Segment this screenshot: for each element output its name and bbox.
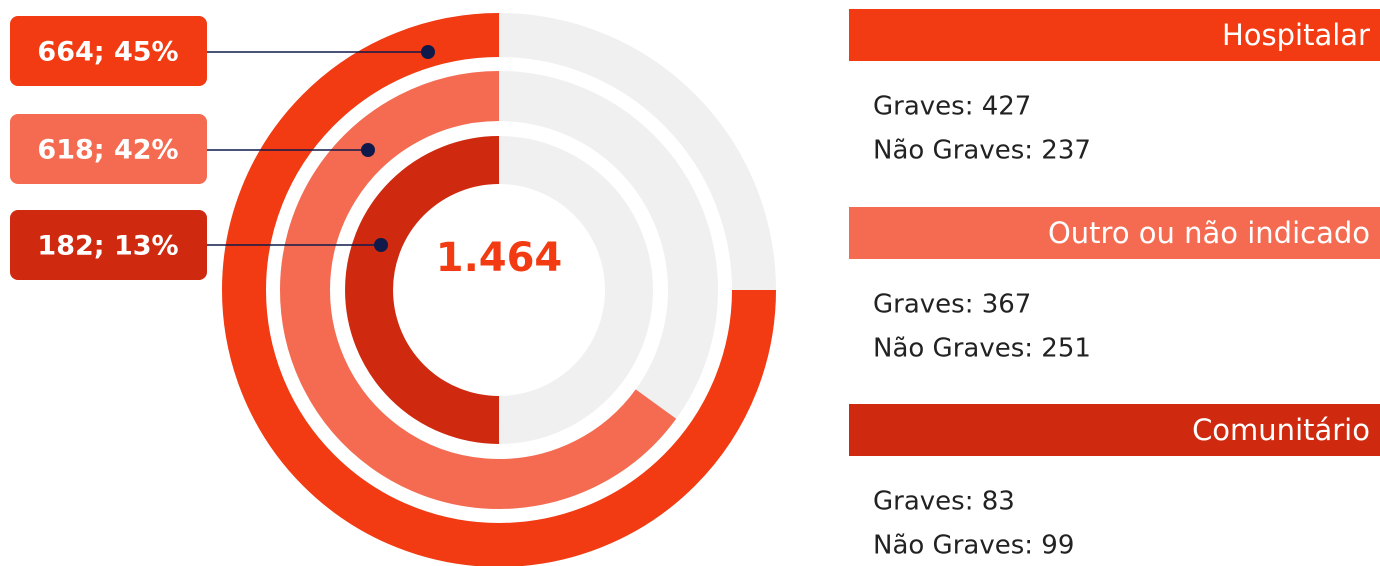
value-box — [10, 210, 207, 280]
legend-bar — [849, 9, 1380, 61]
legend-bar — [849, 404, 1380, 456]
value-box — [10, 16, 207, 86]
rings — [222, 13, 776, 566]
legend-bar — [849, 207, 1380, 259]
value-label: 182; 13% — [37, 231, 178, 262]
connector-dot — [361, 143, 375, 157]
ring-arc — [280, 71, 677, 509]
detail: Graves: 83 — [873, 487, 1015, 517]
connector-dot — [421, 45, 435, 59]
value-label: 618; 42% — [37, 135, 178, 166]
ring-arc — [222, 13, 776, 566]
detail: Graves: 427 — [873, 92, 1031, 122]
legend-name: Comunitário — [1192, 413, 1370, 447]
legend-name: Outro ou não indicado — [1048, 216, 1370, 250]
value-box — [10, 114, 207, 184]
detail: Não Graves: 99 — [873, 531, 1074, 561]
connector-dot — [374, 238, 388, 252]
ring-arc — [345, 136, 500, 444]
detail: Graves: 367 — [873, 290, 1031, 320]
value-label: 664; 45% — [37, 37, 178, 68]
detail: Não Graves: 237 — [873, 136, 1091, 166]
legend-name: Hospitalar — [1222, 18, 1370, 52]
total: 1.464 — [436, 235, 563, 281]
detail: Não Graves: 251 — [873, 334, 1091, 364]
